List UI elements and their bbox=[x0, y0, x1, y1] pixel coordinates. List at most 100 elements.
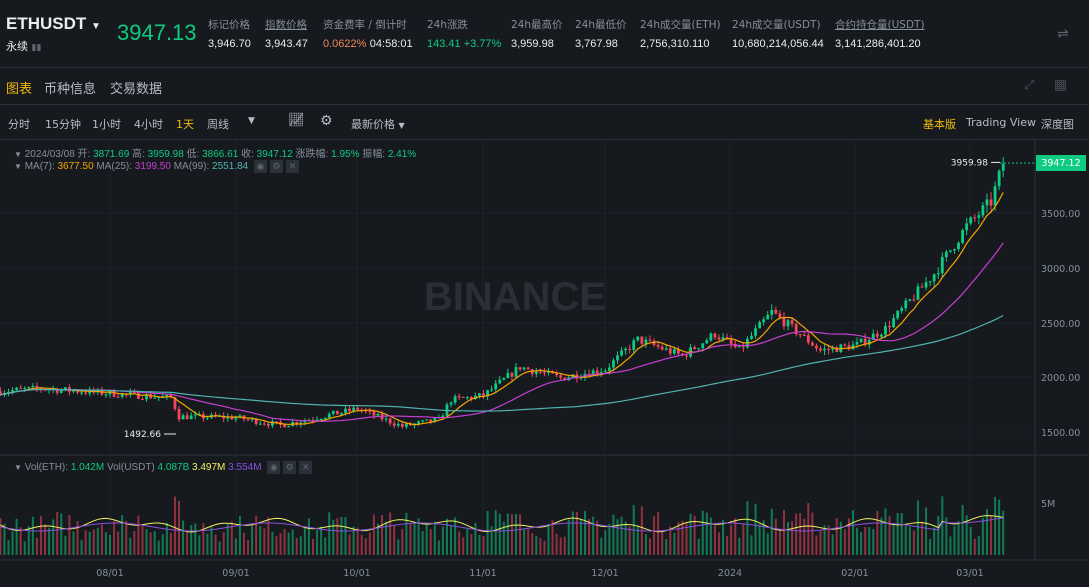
candle-body bbox=[465, 397, 469, 399]
candle-body bbox=[303, 420, 307, 423]
candle-body bbox=[607, 367, 611, 371]
candle-body bbox=[494, 383, 498, 390]
volume-bar bbox=[787, 521, 790, 555]
indicator-icon[interactable]: 📈︎ bbox=[288, 113, 305, 128]
volume-bar bbox=[701, 510, 704, 555]
settings-sliders-icon[interactable]: ⇌ bbox=[1057, 26, 1069, 42]
volume-bar bbox=[133, 531, 136, 555]
candle-body bbox=[538, 371, 542, 373]
volume-bar bbox=[892, 524, 895, 555]
volume-bar bbox=[949, 536, 952, 555]
candle-body bbox=[331, 410, 335, 414]
candle-body bbox=[563, 377, 567, 381]
candle-body bbox=[526, 367, 530, 370]
volume-bar bbox=[908, 526, 911, 555]
gear-icon[interactable]: ⚙ bbox=[283, 461, 297, 474]
vol-ma1-line bbox=[0, 515, 1004, 533]
volume-bar bbox=[539, 538, 542, 555]
volume-bar bbox=[636, 525, 639, 555]
volume-bar bbox=[137, 515, 140, 555]
volume-bar bbox=[738, 537, 741, 555]
candle-body bbox=[226, 416, 230, 419]
volume-bar bbox=[19, 527, 22, 555]
candle-body bbox=[920, 286, 924, 288]
candle-body bbox=[206, 417, 209, 419]
volume-bar bbox=[27, 526, 30, 555]
close-icon[interactable]: ✕ bbox=[285, 160, 299, 173]
volume-bar bbox=[795, 513, 798, 555]
interval-2[interactable]: 1小时 bbox=[92, 118, 121, 131]
volume-bar bbox=[96, 527, 99, 555]
candle-body bbox=[189, 415, 193, 420]
volume-bar bbox=[843, 529, 846, 555]
candle-body bbox=[80, 392, 83, 394]
eye-icon[interactable]: ◉ bbox=[253, 160, 267, 173]
volume-bar bbox=[161, 534, 164, 555]
volume-bar bbox=[222, 532, 225, 555]
volume-bar bbox=[72, 531, 75, 555]
volume-bar bbox=[523, 528, 526, 555]
candle-body bbox=[400, 423, 404, 427]
candle-body bbox=[137, 392, 140, 399]
interval-5[interactable]: 周线 bbox=[207, 118, 229, 131]
fullscreen-icon[interactable]: ⤢ bbox=[1024, 78, 1035, 93]
volume-bar bbox=[957, 521, 960, 555]
symbol-selector[interactable]: ETHUSDT ▼ bbox=[6, 14, 101, 33]
volume-bar bbox=[620, 516, 623, 555]
more-intervals-dropdown[interactable]: ▼ bbox=[248, 116, 255, 126]
gear-icon[interactable]: ⚙ bbox=[320, 113, 333, 129]
volume-bar bbox=[60, 513, 63, 555]
volume-bar bbox=[900, 513, 903, 555]
candle-body bbox=[762, 319, 766, 323]
candle-body bbox=[514, 367, 518, 377]
view-depth[interactable]: 深度图 bbox=[1041, 118, 1074, 131]
eye-icon[interactable]: ◉ bbox=[267, 461, 281, 474]
interval-0[interactable]: 分时 bbox=[8, 118, 30, 131]
price-tick: 2000.00 bbox=[1041, 373, 1080, 384]
volume-bar bbox=[665, 539, 668, 555]
candle-body bbox=[157, 396, 161, 398]
volume-bar bbox=[831, 534, 834, 555]
volume-bar bbox=[807, 503, 810, 555]
candle-body bbox=[636, 336, 640, 341]
volume-bar bbox=[994, 496, 997, 555]
volume-bar bbox=[515, 514, 517, 555]
candle-body bbox=[287, 425, 291, 428]
candle-body bbox=[782, 317, 786, 327]
candle-body bbox=[348, 408, 351, 411]
grid-layout-icon[interactable]: ▦ bbox=[1054, 77, 1068, 93]
volume-legend: ▼ Vol(ETH): 1.042M Vol(USDT) 4.087B 3.49… bbox=[14, 461, 313, 474]
gear-icon[interactable]: ⚙ bbox=[269, 160, 283, 173]
volume-bar bbox=[299, 536, 302, 555]
tab-trading-data[interactable]: 交易数据 bbox=[110, 82, 163, 97]
volume-bar bbox=[458, 531, 461, 555]
volume-bar bbox=[953, 525, 956, 555]
candle-body bbox=[693, 347, 697, 350]
candle-body bbox=[112, 390, 116, 397]
volume-bar bbox=[125, 520, 128, 555]
volume-bar bbox=[608, 523, 611, 555]
close-icon[interactable]: ✕ bbox=[299, 461, 313, 474]
volume-bar bbox=[648, 538, 651, 555]
volume-bar bbox=[153, 531, 156, 555]
volume-bar bbox=[104, 532, 107, 555]
volume-bar bbox=[916, 500, 919, 555]
tab-chart[interactable]: 图表 bbox=[6, 82, 33, 97]
view-basic[interactable]: 基本版 bbox=[923, 118, 956, 131]
candle-body bbox=[230, 416, 234, 420]
stat-1[interactable]: 指数价格 3,943.47 bbox=[265, 19, 308, 50]
stat-8[interactable]: 合约持仓量(USDT) 3,141,286,401.20 bbox=[835, 19, 925, 50]
price-type-dropdown[interactable]: 最新价格 ▼ bbox=[351, 118, 405, 131]
view-tradingview[interactable]: Trading View bbox=[966, 116, 1036, 129]
volume-bar bbox=[474, 522, 477, 555]
time-tick: 08/01 bbox=[96, 568, 123, 579]
candle-body bbox=[141, 398, 144, 400]
interval-1[interactable]: 15分钟 bbox=[45, 118, 81, 131]
candle-body bbox=[522, 367, 526, 370]
volume-bar bbox=[218, 541, 221, 555]
interval-4[interactable]: 1天 bbox=[176, 118, 194, 131]
candle-body bbox=[486, 390, 489, 397]
interval-3[interactable]: 4小时 bbox=[134, 118, 163, 131]
tab-coin-info[interactable]: 币种信息 bbox=[44, 82, 97, 97]
